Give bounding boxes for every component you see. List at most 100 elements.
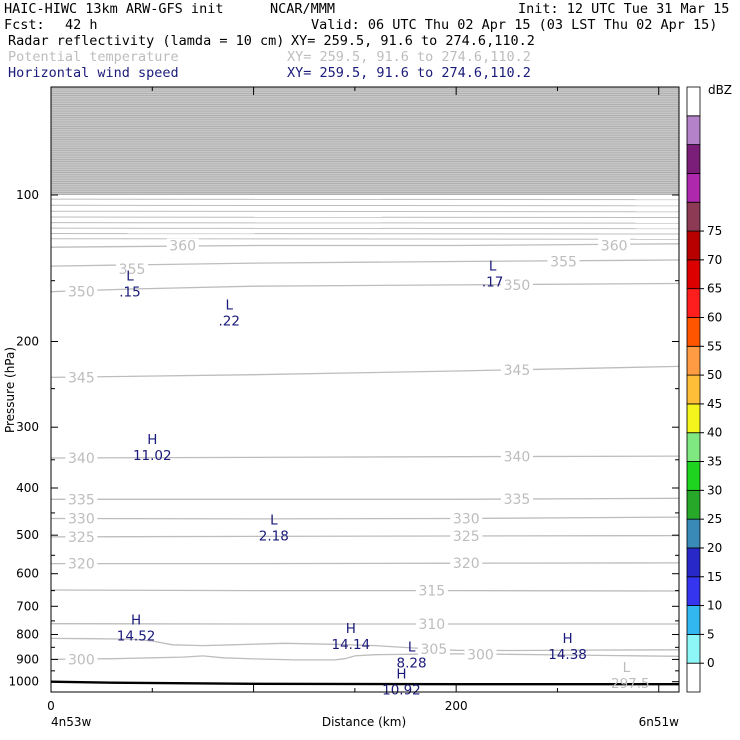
plot-frame — [50, 86, 680, 693]
colorbar-unit: dBZ — [708, 83, 732, 97]
org-label: NCAR/MMM — [270, 1, 336, 17]
theta-label: 335 — [68, 492, 95, 508]
wind-extremum-type: L — [408, 640, 416, 656]
theta-label-bg — [65, 492, 98, 507]
colorbar-label: 15 — [707, 570, 722, 584]
theta-label-bg — [116, 262, 149, 277]
wind-extremum-value: 14.52 — [117, 629, 156, 645]
colorbar-label: 55 — [707, 339, 722, 353]
theta-contour-315 — [50, 589, 680, 592]
theta-label: 300 — [467, 647, 494, 663]
wind-extremum-type: L — [226, 298, 234, 314]
theta-label: 315 — [418, 584, 445, 600]
theta-label-bg — [500, 363, 533, 378]
theta-contours — [50, 243, 680, 661]
colorbar-label: 25 — [707, 512, 722, 526]
y-tick-label: 700 — [16, 599, 39, 613]
theta-contour-360 — [50, 243, 680, 248]
colorbar-label: 0 — [707, 656, 715, 670]
theta-extremum-value: 297.5 — [611, 676, 650, 692]
y-tick-label: 100 — [16, 188, 39, 202]
theta-label: 360 — [601, 238, 628, 254]
colorbar-label: 20 — [707, 541, 722, 555]
theta-label-bg — [500, 277, 533, 292]
colorbar-swatch — [686, 547, 701, 578]
colorbar-swatch — [686, 374, 701, 405]
upper-theta-line — [50, 198, 680, 201]
y-tick-label: 600 — [16, 567, 39, 581]
colorbar-label: 30 — [707, 483, 722, 497]
theta-label: 355 — [550, 255, 577, 271]
theta-label: 345 — [68, 370, 95, 386]
upper-theta-line — [50, 210, 680, 213]
wind-extremum-value: .22 — [219, 314, 240, 330]
theta-label-bg — [415, 616, 448, 631]
theta-label-bg — [65, 556, 98, 571]
wind-extremum-type: H — [147, 432, 157, 448]
colorbar-swatch — [686, 403, 701, 434]
y-tick-label: 800 — [16, 628, 39, 642]
colorbar-swatch — [686, 662, 701, 693]
theta-label: 330 — [453, 511, 480, 527]
wind-extremum-type: H — [346, 621, 356, 637]
y-axis: 100 200 300 400 500 600 700 800 900 1000 — [8, 188, 679, 689]
theta-contour-325 — [50, 534, 680, 538]
wind-extremum-value: 2.18 — [259, 528, 289, 544]
y-tick-label: 300 — [16, 420, 39, 434]
theta-contour-330 — [50, 516, 680, 520]
reflectivity-colorbar: 0 5 10 15 20 25 30 35 40 45 50 55 60 65 70 75 — [686, 86, 722, 693]
y-tick-label: 1000 — [8, 675, 39, 689]
colorbar-swatch — [686, 518, 701, 549]
y-tick-label: 500 — [16, 528, 39, 542]
theta-label: 340 — [504, 450, 531, 466]
field-name-wind: Horizontal wind speed — [8, 65, 179, 81]
upper-theta-line — [50, 222, 680, 224]
colorbar-label: 45 — [707, 397, 722, 411]
theta-label: 320 — [68, 557, 95, 573]
colorbar-label: 40 — [707, 426, 722, 440]
upper-theta-line — [50, 238, 680, 240]
colorbar-swatch — [686, 461, 701, 491]
x-tick-label: 200 — [445, 699, 468, 713]
colorbar-swatch — [686, 201, 701, 232]
wind-extremum-value: .17 — [482, 275, 503, 291]
x-end-label: 6n51w — [639, 715, 680, 729]
theta-label: 300 — [68, 652, 95, 668]
fcst-value: 42 h — [65, 17, 98, 33]
theta-label: 320 — [453, 556, 480, 572]
colorbar-swatch — [686, 259, 701, 290]
colorbar-label: 65 — [707, 282, 722, 296]
colorbar-swatch — [686, 115, 701, 146]
theta-label: 335 — [504, 492, 531, 508]
theta-label: 350 — [504, 278, 531, 294]
colorbar-swatch — [686, 489, 701, 520]
colorbar-swatch — [686, 345, 701, 376]
field-xy-wind: XY= 259.5, 91.6 to 274.6,110.2 — [287, 65, 531, 81]
x-axis: 0 200 — [47, 87, 660, 713]
model-title: HAIC-HIWC 13km ARW-GFS init — [4, 1, 224, 17]
theta-label: 350 — [68, 285, 95, 301]
theta-label-bg — [415, 583, 448, 598]
colorbar-label: 50 — [707, 368, 722, 382]
theta-label: 325 — [453, 529, 480, 545]
theta-contour-labels: 300 300 305 310 315 320 320 325 325 330 330 335 335 3… — [65, 238, 631, 668]
theta-label-bg — [450, 556, 483, 571]
colorbar-swatch — [686, 144, 701, 174]
theta-extremum-type: L — [623, 660, 631, 676]
upper-theta-line — [50, 233, 680, 235]
field-xy-theta: XY= 259.5, 91.6 to 274.6,110.2 — [287, 49, 531, 65]
theta-label-bg — [65, 652, 98, 667]
colorbar-swatch — [686, 633, 701, 664]
field-name-reflectivity: Radar reflectivity (lamda = 10 cm) — [8, 33, 285, 49]
theta-label-bg — [500, 449, 533, 464]
wind-extremum-value: 14.14 — [331, 637, 370, 653]
theta-label-bg — [166, 238, 199, 253]
theta-contour-340 — [50, 455, 680, 459]
wind-extremum-type: H — [563, 631, 573, 647]
upper-theta-line — [50, 216, 680, 219]
top-shading — [50, 87, 680, 240]
fcst-label: Fcst: — [4, 17, 45, 33]
y-tick-label: 900 — [16, 652, 39, 666]
